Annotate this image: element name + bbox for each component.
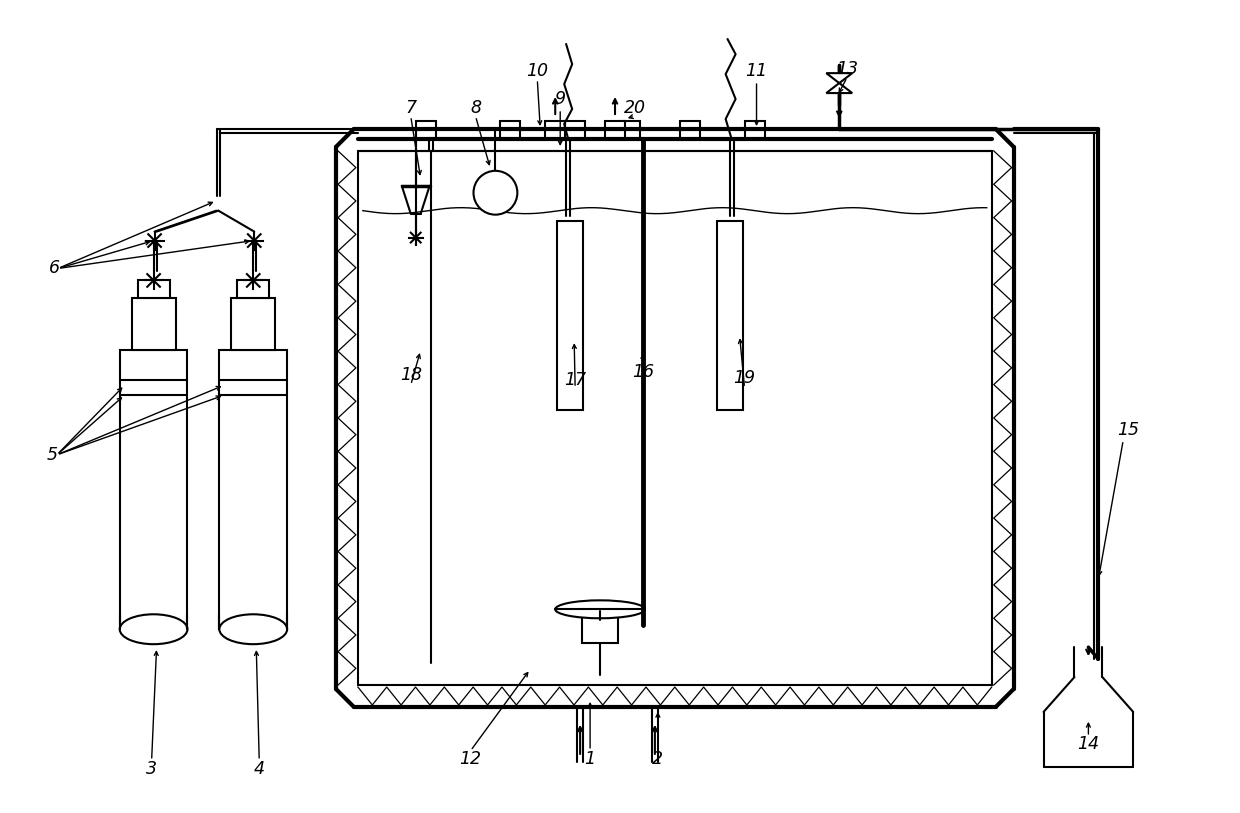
Text: 12: 12 [460,750,481,767]
Text: 5: 5 [46,446,57,464]
Bar [237,280,269,298]
Bar [620,121,640,139]
Text: 1: 1 [584,750,595,767]
Text: 9: 9 [554,90,565,108]
Bar [582,611,618,643]
Polygon shape [826,83,852,93]
Text: 2: 2 [652,750,663,767]
Bar [219,350,288,629]
Text: 14: 14 [1078,735,1100,753]
Ellipse shape [556,600,645,618]
Text: 3: 3 [146,760,157,778]
Text: 11: 11 [745,62,768,80]
Text: 13: 13 [836,60,858,78]
Bar [232,298,275,350]
Text: 18: 18 [399,366,422,384]
Text: 6: 6 [48,259,60,277]
Text: 4: 4 [254,760,264,778]
Polygon shape [826,73,852,83]
Bar [546,121,565,139]
Bar [744,121,765,139]
Bar [565,121,585,139]
Ellipse shape [120,615,187,644]
Text: 15: 15 [1117,421,1140,439]
Bar [415,121,435,139]
Ellipse shape [219,615,288,644]
Text: 8: 8 [470,99,481,117]
Text: 16: 16 [632,363,653,381]
Text: 10: 10 [526,62,548,80]
Bar [717,220,743,410]
Text: 19: 19 [734,369,755,387]
Circle shape [474,171,517,215]
Bar [138,280,170,298]
Text: 17: 17 [564,371,587,389]
Bar [131,298,176,350]
Bar [605,121,625,139]
Bar [120,350,187,629]
Text: 20: 20 [624,99,646,117]
Bar [557,220,583,410]
Text: 7: 7 [405,99,417,117]
Bar [680,121,699,139]
Bar [501,121,521,139]
